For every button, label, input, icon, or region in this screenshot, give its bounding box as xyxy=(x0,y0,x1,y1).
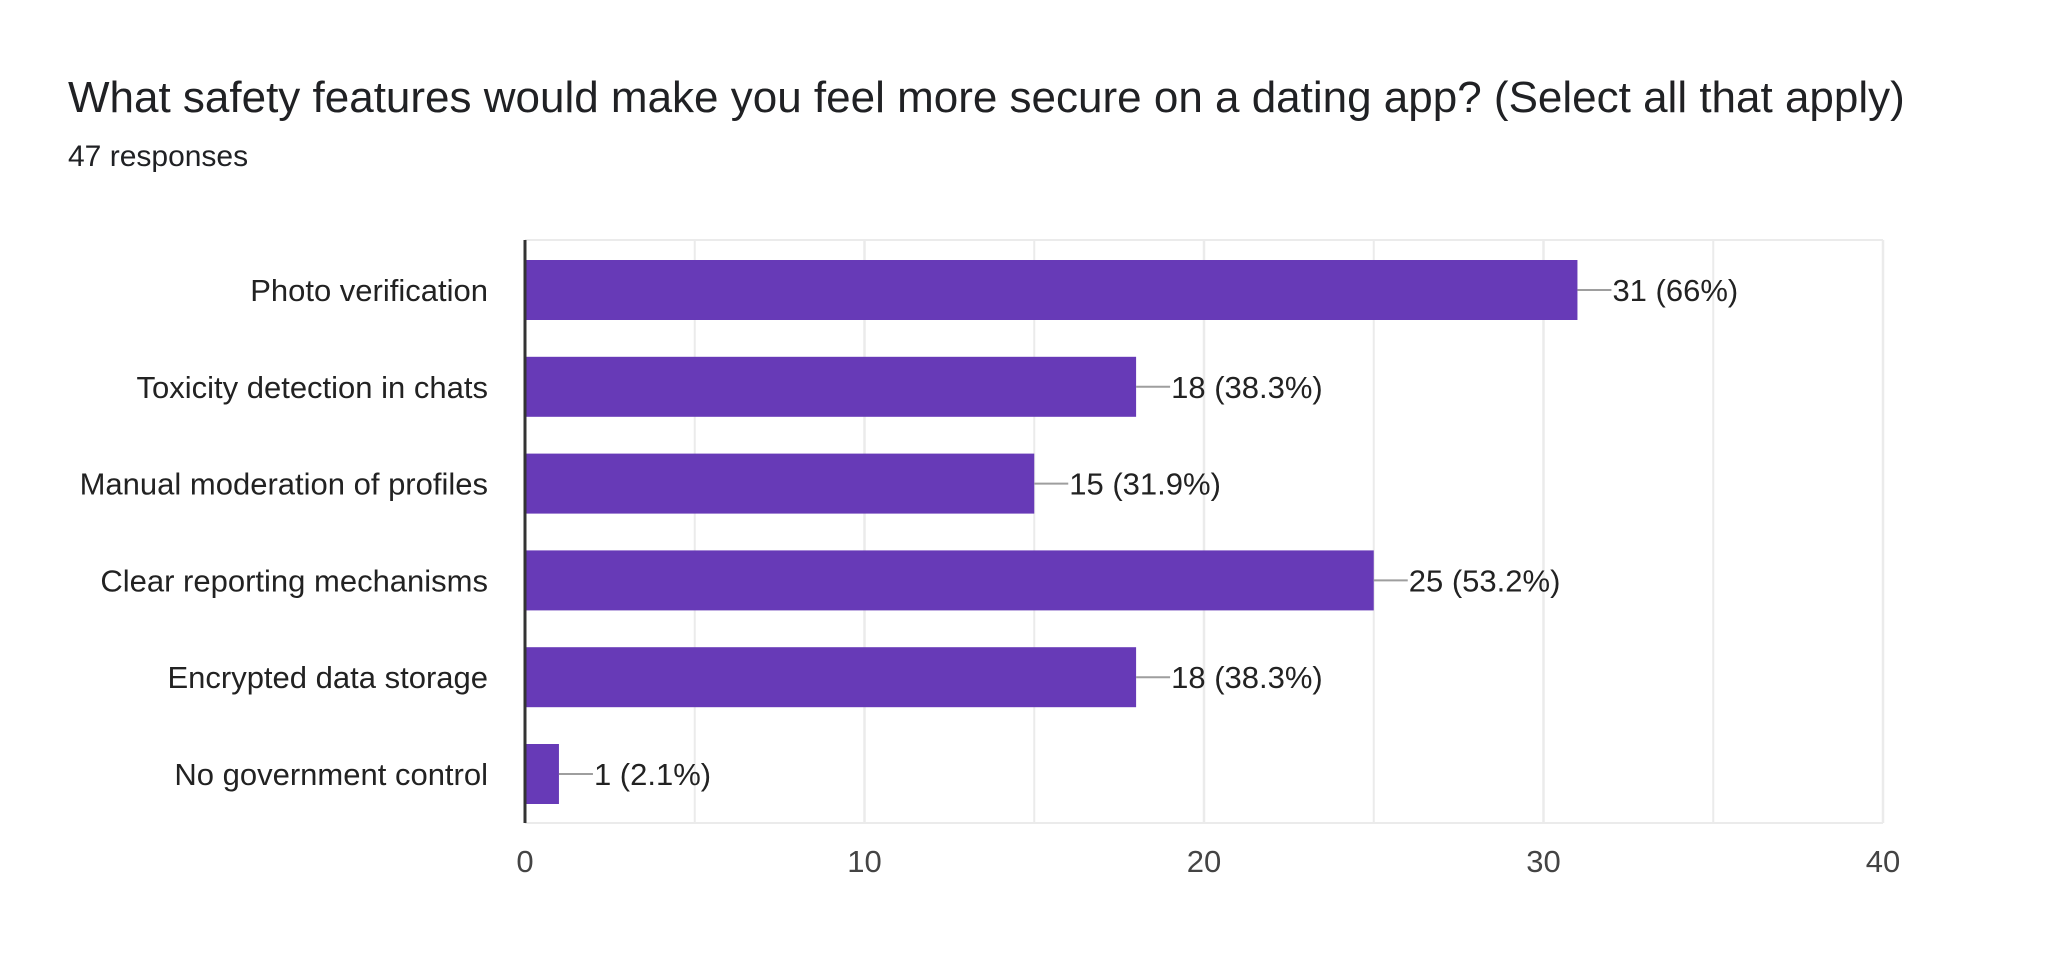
category-label: Toxicity detection in chats xyxy=(136,370,488,405)
data-labels: 31 (66%) 18 (38.3%) 15 (31.9%) 25 (53.2%) 18… xyxy=(594,273,1738,792)
data-label: 1 (2.1%) xyxy=(594,757,711,792)
bar xyxy=(525,744,559,804)
category-labels: Photo verification Toxicity detection in … xyxy=(80,273,488,792)
data-label: 25 (53.2%) xyxy=(1409,563,1561,598)
gridlines xyxy=(525,239,1885,824)
response-count: 47 responses xyxy=(68,140,249,173)
category-label: Encrypted data storage xyxy=(167,660,488,695)
x-tick-label: 10 xyxy=(847,844,881,879)
category-label: Clear reporting mechanisms xyxy=(100,563,488,598)
bar xyxy=(525,356,1137,417)
category-label: Photo verification xyxy=(250,273,488,308)
bar xyxy=(525,453,1035,514)
bar xyxy=(525,260,1578,320)
data-label: 31 (66%) xyxy=(1612,273,1738,308)
category-label: Manual moderation of profiles xyxy=(80,467,488,502)
category-label: No government control xyxy=(174,757,488,792)
bar xyxy=(525,647,1137,708)
data-label: 18 (38.3%) xyxy=(1171,370,1323,405)
leader-lines xyxy=(558,289,1612,775)
bar xyxy=(525,550,1374,611)
x-tick-label: 20 xyxy=(1187,844,1221,879)
x-tick-label: 30 xyxy=(1526,844,1560,879)
x-tick-label: 40 xyxy=(1866,844,1900,879)
x-tick-label: 0 xyxy=(516,844,533,879)
x-tick-labels: 0 10 20 30 40 xyxy=(516,844,1900,879)
data-label: 15 (31.9%) xyxy=(1069,467,1221,502)
question-title: What safety features would make you feel… xyxy=(68,73,1905,122)
bars xyxy=(525,260,1578,804)
data-label: 18 (38.3%) xyxy=(1171,660,1323,695)
